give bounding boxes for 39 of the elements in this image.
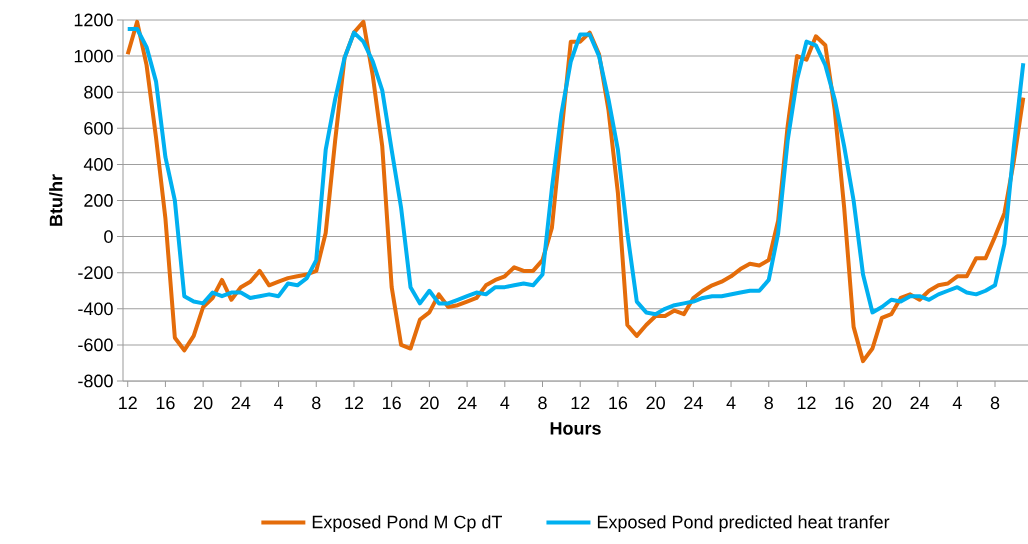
y-tick-label: 600 xyxy=(84,121,113,135)
x-tick-label: 20 xyxy=(420,396,439,410)
x-tick-label: 4 xyxy=(726,396,736,409)
x-axis-title: Hours xyxy=(550,422,601,435)
y-tick-label: -600 xyxy=(78,338,113,352)
x-tick-label: 24 xyxy=(910,396,930,410)
y-tick-label: 1000 xyxy=(74,49,113,63)
y-tick-label: 800 xyxy=(84,85,113,99)
x-tick-label: 24 xyxy=(457,396,477,410)
x-tick-label: 16 xyxy=(835,396,854,410)
x-tick-label: 12 xyxy=(345,396,364,410)
x-tick-label: 8 xyxy=(990,396,1000,410)
legend-label: Exposed Pond predicted heat tranfer xyxy=(597,515,890,532)
x-tick-label: 12 xyxy=(797,396,816,410)
y-tick-label: -400 xyxy=(78,302,113,316)
x-tick-label: 16 xyxy=(609,396,628,410)
x-tick-label: 8 xyxy=(538,396,547,410)
x-tick-label: 20 xyxy=(646,396,665,410)
x-tick-label: 24 xyxy=(231,396,251,410)
x-tick-label: 12 xyxy=(571,396,590,410)
y-tick-label: 0 xyxy=(104,230,113,243)
x-tick-label: 12 xyxy=(119,396,137,410)
x-tick-label: 4 xyxy=(273,396,284,409)
x-tick-label: 20 xyxy=(872,396,892,410)
x-tick-label: 24 xyxy=(684,396,703,410)
x-tick-label: 4 xyxy=(500,396,510,409)
y-axis-title: Btu/hr xyxy=(49,174,63,226)
y-tick-label: 400 xyxy=(83,158,113,171)
x-tick-label: 16 xyxy=(156,396,175,410)
y-tick-label: -200 xyxy=(78,266,113,280)
y-tick-label: -800 xyxy=(78,374,113,388)
x-tick-label: 8 xyxy=(312,396,321,410)
x-tick-label: 4 xyxy=(952,396,962,409)
x-tick-label: 20 xyxy=(194,396,213,410)
y-tick-label: 1200 xyxy=(74,13,113,27)
y-tick-label: 200 xyxy=(84,194,113,207)
x-tick-label: 16 xyxy=(383,396,401,410)
legend-label: Exposed Pond M Cp dT xyxy=(312,515,503,532)
x-tick-label: 8 xyxy=(764,396,773,410)
